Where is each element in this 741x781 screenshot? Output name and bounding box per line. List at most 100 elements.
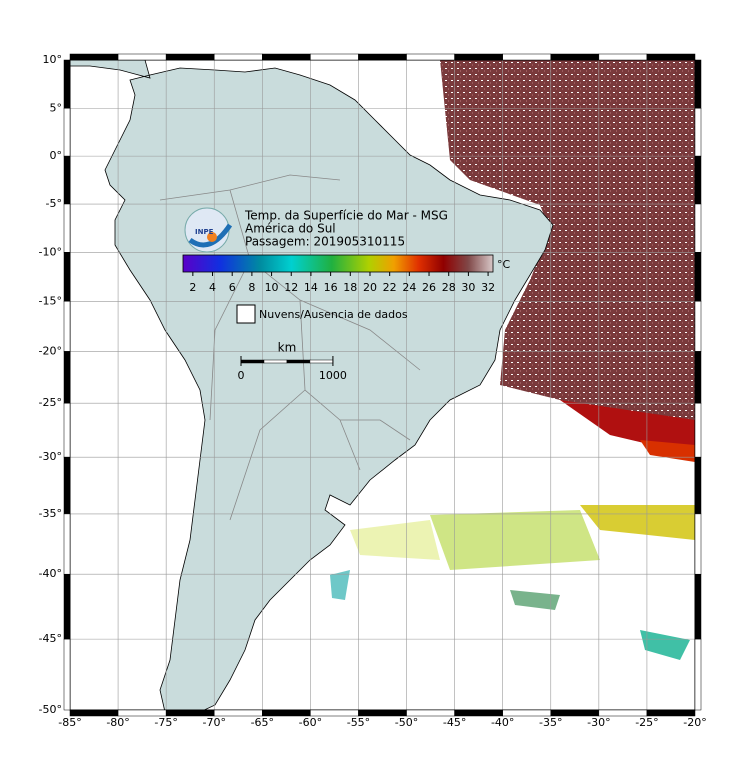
frame-segment <box>63 456 71 515</box>
frame-segment <box>63 301 71 352</box>
y-tick-label: 0° <box>50 149 63 162</box>
x-tick-label: -40° <box>491 716 514 729</box>
colorbar-tick-label: 32 <box>481 281 495 294</box>
scale-unit: km <box>278 341 297 355</box>
frame-segment <box>694 301 702 352</box>
scale-tick-label: 0 <box>238 369 245 382</box>
colorbar-tick-label: 30 <box>461 281 475 294</box>
frame-segment <box>694 252 702 302</box>
frame-segment <box>694 402 702 458</box>
frame-segment <box>165 53 215 61</box>
x-tick-label: -65° <box>251 716 274 729</box>
colorbar-tick-label: 12 <box>284 281 298 294</box>
x-tick-label: -55° <box>347 716 370 729</box>
frame-segment <box>694 155 702 205</box>
y-tick-label: -45° <box>39 632 62 645</box>
frame-segment <box>694 456 702 515</box>
y-tick-label: -35° <box>39 507 62 520</box>
x-tick-label: -45° <box>443 716 466 729</box>
y-tick-label: -5° <box>46 197 62 210</box>
scale-segment <box>286 359 311 364</box>
frame-segment <box>694 108 702 157</box>
frame-segment <box>694 203 702 253</box>
y-tick-label: 5° <box>50 101 63 114</box>
x-tick-label: -35° <box>539 716 562 729</box>
y-tick-label: -20° <box>39 344 62 357</box>
frame-segment <box>213 53 263 61</box>
frame-segment <box>69 53 119 61</box>
colorbar-tick-label: 20 <box>363 281 377 294</box>
frame-segment <box>63 252 71 302</box>
x-tick-label: -25° <box>635 716 658 729</box>
colorbar-ticks: 2 4 6 8 10 12 14 16 18 20 22 24 26 28 30 32 <box>189 272 495 294</box>
x-tick-label: -60° <box>299 716 322 729</box>
scale-bar: 0 1000 <box>238 356 347 382</box>
sst-imagery <box>330 60 695 660</box>
x-tick-label: -80° <box>106 716 129 729</box>
colorbar-tick-label: 16 <box>324 281 338 294</box>
scale-tick-label: 1000 <box>319 369 347 382</box>
frame-segment <box>63 59 71 109</box>
frame-segment <box>502 53 552 61</box>
y-tick-label: 10° <box>43 53 63 66</box>
colorbar-tick-label: 14 <box>304 281 318 294</box>
frame-segment <box>63 513 71 575</box>
frame-segment <box>63 203 71 253</box>
scale-segment <box>263 359 288 364</box>
x-tick-label: -85° <box>58 716 81 729</box>
colorbar <box>182 254 494 273</box>
colorbar-tick-label: 10 <box>265 281 279 294</box>
colorbar-tick-label: 28 <box>442 281 456 294</box>
colorbar-tick-label: 26 <box>422 281 436 294</box>
frame-segment <box>262 53 311 61</box>
map-area <box>70 60 695 710</box>
colorbar-tick-label: 4 <box>209 281 216 294</box>
frame-segment <box>646 53 696 61</box>
y-tick-label: -25° <box>39 396 62 409</box>
frame-segment <box>694 59 702 109</box>
y-tick-label: -30° <box>39 450 62 463</box>
frame-segment <box>694 351 702 404</box>
frame-segment <box>694 638 702 711</box>
x-tick-label: -75° <box>154 716 177 729</box>
frame-segment <box>550 53 600 61</box>
graticule <box>70 60 695 710</box>
axis-labels: -85° -80° -75° -70° -65° -60° -55° -50° -45° -40°… <box>39 53 707 729</box>
legend-box <box>236 304 256 324</box>
frame-segment <box>358 53 407 61</box>
title-line: América do Sul <box>245 222 336 236</box>
colorbar-tick-label: 8 <box>248 281 255 294</box>
colorbar-unit: °C <box>497 258 511 271</box>
frame-segment <box>63 638 71 711</box>
y-tick-label: -10° <box>39 245 62 258</box>
scale-segment <box>240 359 265 364</box>
colorbar-tick-label: 24 <box>402 281 416 294</box>
borders <box>159 174 421 521</box>
colorbar-tick-label: 2 <box>189 281 196 294</box>
frame-segment <box>63 573 71 640</box>
x-tick-label: -30° <box>587 716 610 729</box>
x-tick-label: -20° <box>683 716 706 729</box>
frame-segment <box>310 53 359 61</box>
legend-label: Nuvens/Ausencia de dados <box>259 308 408 321</box>
colorbar-tick-label: 6 <box>229 281 236 294</box>
logo-text: INPE <box>195 228 214 236</box>
x-tick-label: -50° <box>395 716 418 729</box>
title-line: Passagem: 201905310115 <box>245 235 405 249</box>
frame-segment <box>454 53 503 61</box>
frame-segment <box>63 155 71 205</box>
y-tick-label: -15° <box>39 294 62 307</box>
logo: INPE <box>184 207 233 253</box>
colorbar-tick-label: 22 <box>383 281 397 294</box>
colorbar-tick-label: 18 <box>343 281 357 294</box>
frame-segment <box>646 709 696 717</box>
frame-ticks <box>63 53 702 717</box>
frame-segment <box>117 53 167 61</box>
frame-segment <box>63 108 71 157</box>
frame-segment <box>694 573 702 640</box>
y-tick-label: -40° <box>39 567 62 580</box>
frame-segment <box>63 402 71 458</box>
scale-segment <box>309 359 334 364</box>
frame-segment <box>694 513 702 575</box>
